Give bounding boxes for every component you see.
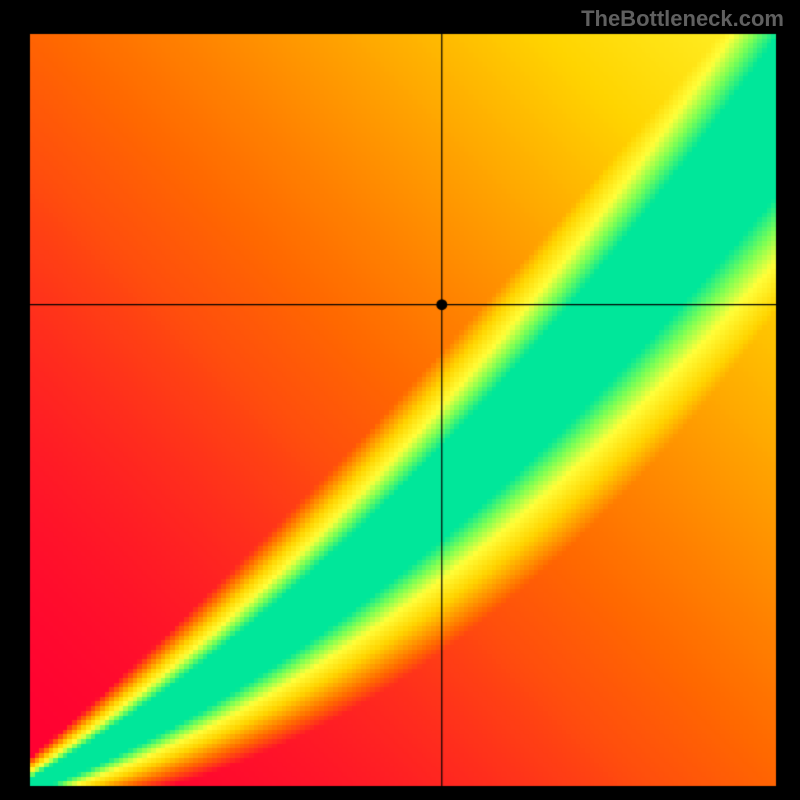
watermark-text: TheBottleneck.com <box>581 6 784 32</box>
bottleneck-heatmap <box>0 0 800 800</box>
